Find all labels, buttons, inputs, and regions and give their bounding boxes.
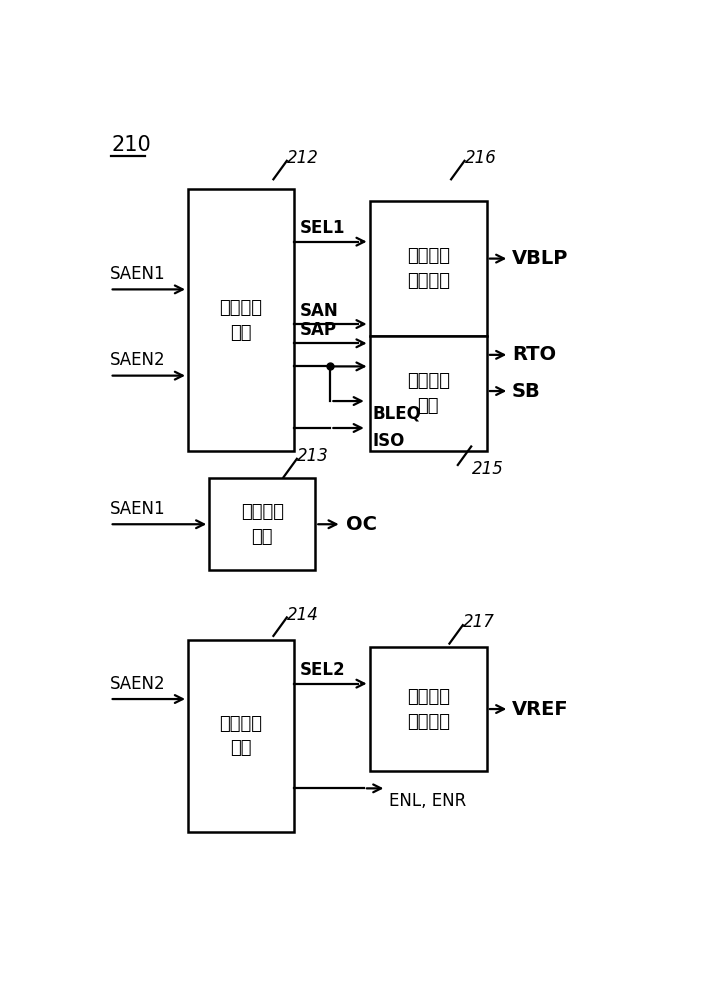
Text: SAEN1: SAEN1: [110, 500, 165, 518]
Text: SAN: SAN: [300, 302, 338, 320]
Text: 第二电压
调节电路: 第二电压 调节电路: [407, 688, 450, 731]
Text: SAP: SAP: [300, 321, 337, 339]
Text: 212: 212: [288, 149, 319, 167]
Text: ENL, ENR: ENL, ENR: [389, 792, 466, 810]
Text: 公用控制
电路: 公用控制 电路: [219, 299, 262, 342]
Bar: [188, 640, 294, 832]
Text: VBLP: VBLP: [512, 249, 568, 268]
Text: 213: 213: [298, 447, 329, 465]
Bar: [369, 336, 487, 451]
Text: VREF: VREF: [512, 700, 569, 719]
Text: BLEQ: BLEQ: [372, 405, 421, 423]
Text: 第一电压
调节电路: 第一电压 调节电路: [407, 247, 450, 290]
Text: OC: OC: [346, 515, 377, 534]
Text: SAEN2: SAEN2: [110, 351, 165, 369]
Bar: [369, 647, 487, 771]
Text: SEL1: SEL1: [300, 219, 345, 237]
Text: 214: 214: [288, 606, 319, 624]
Text: 210: 210: [111, 135, 151, 155]
Text: 第二控制
电路: 第二控制 电路: [219, 714, 262, 758]
Text: 217: 217: [464, 613, 495, 631]
Text: SAEN2: SAEN2: [110, 675, 165, 693]
Text: SB: SB: [512, 382, 541, 401]
Text: 第一控制
电路: 第一控制 电路: [241, 503, 284, 546]
Text: SEL2: SEL2: [300, 661, 345, 679]
Text: 电压供应
电路: 电压供应 电路: [407, 372, 450, 415]
Text: 216: 216: [465, 149, 497, 167]
Text: RTO: RTO: [512, 345, 556, 364]
Bar: [209, 478, 315, 570]
Bar: [369, 201, 487, 336]
Text: ISO: ISO: [372, 432, 404, 450]
Text: SAEN1: SAEN1: [110, 265, 165, 283]
Bar: [188, 189, 294, 451]
Text: 215: 215: [472, 460, 504, 478]
